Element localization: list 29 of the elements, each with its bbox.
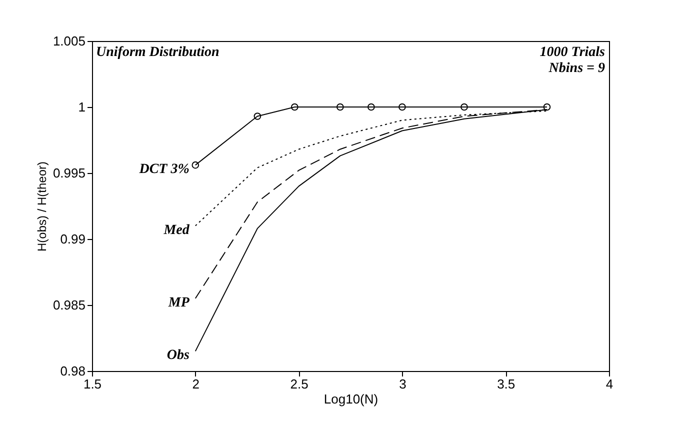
y-tick-label: 0.995 <box>52 166 86 180</box>
x-tick-label: 2 <box>192 376 200 392</box>
x-tick-label: 4 <box>606 376 614 392</box>
series-label: Obs <box>166 348 190 364</box>
y-tick-label: 1.005 <box>52 34 86 48</box>
y-tick-label: 0.985 <box>52 298 86 312</box>
annotation: Uniform Distribution <box>96 45 220 60</box>
x-tick-label: 1.5 <box>83 376 102 392</box>
x-tick-label: 3.5 <box>497 376 516 392</box>
point <box>460 103 468 111</box>
point <box>291 103 298 111</box>
annotation: Nbins = 9 <box>548 61 605 76</box>
point <box>543 103 551 111</box>
point <box>254 112 262 120</box>
x-axis-title: Log10(N) <box>324 392 378 406</box>
point <box>192 161 200 169</box>
series-label: Med <box>162 222 190 238</box>
x-tick-label: 3 <box>399 376 406 392</box>
x-tick-label: 2.5 <box>290 376 308 392</box>
y-axis-title: H(obs) / H(theor) <box>34 161 49 252</box>
y-tick-label: 1 <box>78 100 86 114</box>
series-label: DCT 3% <box>138 162 190 178</box>
y-tick-label: 0.99 <box>60 232 86 246</box>
point <box>368 103 375 111</box>
annotation: 1000 Trials <box>540 45 606 60</box>
y-tick-label: 0.98 <box>60 364 86 378</box>
point <box>336 103 344 111</box>
point <box>398 103 406 111</box>
series-label: MP <box>167 295 190 310</box>
